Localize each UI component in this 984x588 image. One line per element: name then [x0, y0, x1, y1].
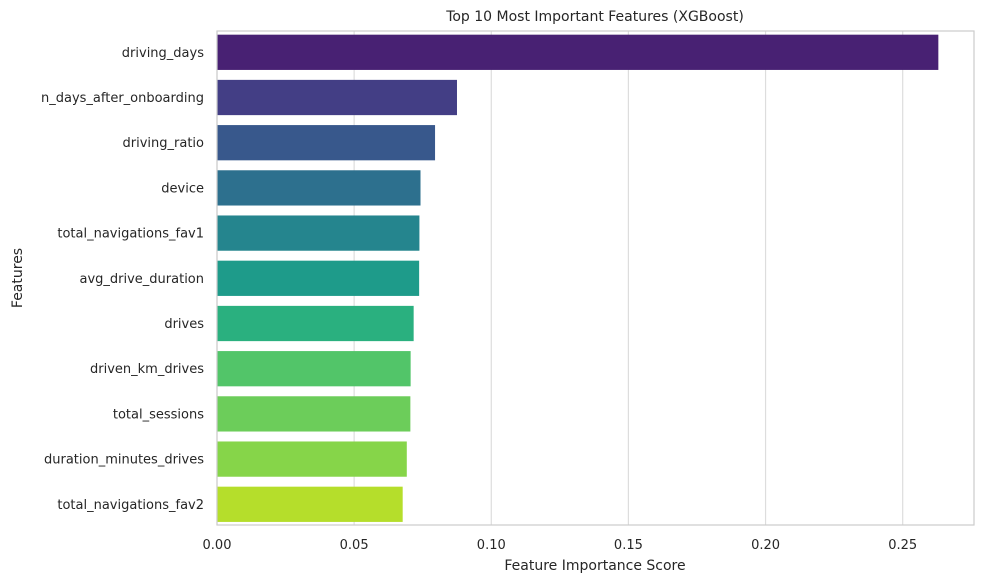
x-tick-label: 0.05: [340, 538, 369, 553]
y-tick-label: duration_minutes_drives: [44, 453, 204, 468]
bar: [217, 260, 420, 296]
x-tick-label: 0.25: [888, 538, 917, 553]
y-tick-label: drives: [164, 317, 204, 332]
chart-title: Top 10 Most Important Features (XGBoost): [445, 9, 744, 25]
y-tick-label: total_navigations_fav1: [57, 227, 204, 242]
plot-frame: [216, 30, 975, 526]
bar: [217, 441, 407, 477]
y-tick-label: avg_drive_duration: [79, 272, 204, 287]
y-tick-label: total_navigations_fav2: [57, 498, 204, 513]
bar: [217, 215, 420, 251]
x-axis-label: Feature Importance Score: [504, 558, 685, 574]
bar: [217, 170, 421, 206]
y-tick-label: driving_days: [122, 46, 204, 61]
bar: [217, 79, 457, 116]
bars: [217, 34, 939, 522]
x-tick-label: 0.20: [751, 538, 780, 553]
x-tick-label: 0.10: [477, 538, 506, 553]
bar: [217, 486, 403, 522]
x-tick-labels: 0.00 0.05 0.10 0.15 0.20 0.25: [203, 538, 918, 553]
bar: [217, 351, 411, 387]
x-tick-label: 0.00: [203, 538, 232, 553]
y-tick-labels: driving_days n_days_after_onboardingdrivi…: [41, 46, 204, 513]
y-tick-label: n_days_after_onboarding: [41, 91, 204, 106]
y-tick-label: device: [161, 181, 204, 196]
y-tick-label: driving_ratio: [123, 136, 205, 151]
bar: [217, 396, 411, 432]
bar: [217, 125, 436, 161]
bar: [217, 305, 414, 342]
y-axis-label: Features: [10, 248, 26, 308]
x-tick-label: 0.15: [614, 538, 643, 553]
y-tick-label: total_sessions: [113, 407, 204, 422]
y-tick-label: driven_km_drives: [90, 362, 204, 377]
bar: [217, 34, 939, 70]
